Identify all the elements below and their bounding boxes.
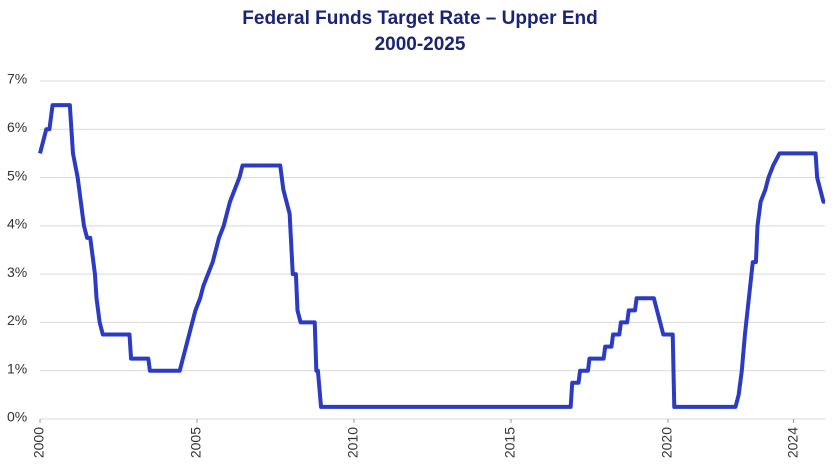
y-tick-label: 6% [7, 119, 27, 135]
y-tick-label: 5% [7, 167, 27, 183]
line-series [38, 103, 826, 409]
y-tick-label: 7% [7, 71, 27, 87]
chart-subtitle: 2000-2025 [375, 34, 466, 55]
chart-title: Federal Funds Target Rate – Upper End [242, 8, 597, 29]
x-tick-label: 2010 [345, 427, 361, 458]
x-tick-label: 2024 [784, 427, 800, 458]
x-tick-label: 2020 [659, 427, 675, 458]
y-tick-label: 3% [7, 264, 27, 280]
y-tick-label: 2% [7, 312, 27, 328]
x-tick-label: 2015 [502, 427, 518, 458]
y-tick-label: 0% [7, 409, 27, 425]
y-tick-label: 4% [7, 216, 27, 232]
x-tick-label: 2005 [188, 427, 204, 458]
y-tick-label: 1% [7, 360, 27, 376]
x-tick-label: 2000 [31, 427, 47, 458]
